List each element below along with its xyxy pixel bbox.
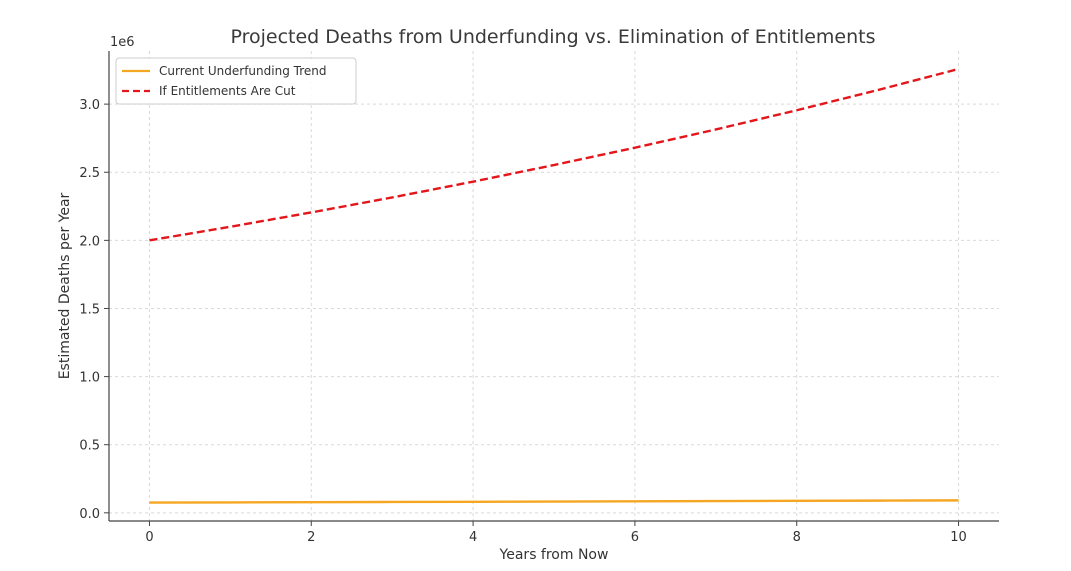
x-tick-label: 8 (793, 530, 801, 545)
x-axis-label: Years from Now (499, 547, 609, 563)
y-scale-label: 1e6 (110, 35, 135, 50)
legend-box (115, 57, 357, 105)
series-group (149, 67, 959, 504)
x-tick-label: 10 (950, 530, 967, 545)
y-ticks: 0.0 0.5 1.0 1.5 2.0 2.5 3.0 (79, 98, 109, 522)
legend-label-underfunding: Current Underfunding Trend (159, 64, 326, 78)
y-tick-label: 2.0 (79, 234, 100, 249)
x-tick-label: 4 (469, 530, 477, 545)
y-gridlines (109, 103, 999, 514)
legend-label-entitlements-cut: If Entitlements Are Cut (159, 84, 296, 98)
legend: Current Underfunding Trend If Entitlemen… (115, 57, 357, 105)
y-tick-label: 1.5 (79, 302, 100, 317)
chart-title: Projected Deaths from Underfunding vs. E… (230, 26, 875, 48)
y-tick-label: 3.0 (79, 98, 100, 113)
y-tick-label: 1.0 (79, 371, 100, 386)
x-tick-label: 6 (631, 530, 639, 545)
x-tick-label: 2 (307, 530, 315, 545)
x-ticks: 0 2 4 6 8 10 (145, 521, 967, 545)
x-gridlines (148, 51, 960, 521)
y-tick-label: 2.5 (79, 166, 100, 181)
series-line-entitlements-cut (149, 67, 959, 242)
y-tick-label: 0.5 (79, 439, 100, 454)
y-tick-label: 0.0 (79, 507, 100, 522)
y-axis-label: Estimated Deaths per Year (57, 192, 73, 379)
x-tick-label: 0 (145, 530, 153, 545)
series-line-underfunding (149, 499, 959, 504)
